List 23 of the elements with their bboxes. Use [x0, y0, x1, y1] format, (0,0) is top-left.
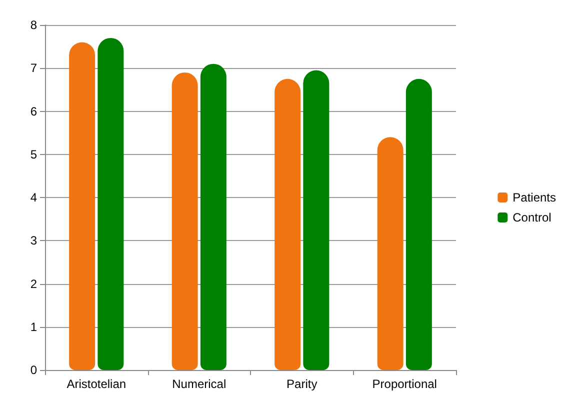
y-tick-label: 0	[30, 363, 38, 377]
bar	[200, 64, 226, 370]
bar	[303, 70, 330, 370]
y-tick-label: 3	[30, 234, 38, 248]
bar	[98, 38, 124, 370]
x-tick-label: Parity	[286, 377, 318, 391]
y-tick-label: 5	[30, 147, 38, 162]
y-tick-label: 2	[30, 276, 38, 291]
x-tick-label: Aristotelian	[66, 377, 126, 391]
y-tick-label: 7	[30, 61, 38, 76]
bar	[172, 72, 198, 370]
y-tick-label: 8	[30, 18, 38, 32]
x-tick-label: Proportional	[372, 377, 437, 391]
bar	[69, 42, 96, 370]
y-tick-label: 6	[30, 104, 38, 118]
x-tick-label: Numerical	[172, 377, 226, 391]
legend-label: Control	[512, 210, 552, 224]
y-tick-label: 1	[30, 320, 38, 334]
legend-label: Patients	[512, 190, 556, 204]
bar	[406, 78, 432, 370]
bar	[274, 78, 301, 370]
y-tick-label: 4	[30, 190, 38, 204]
bar	[377, 137, 404, 370]
